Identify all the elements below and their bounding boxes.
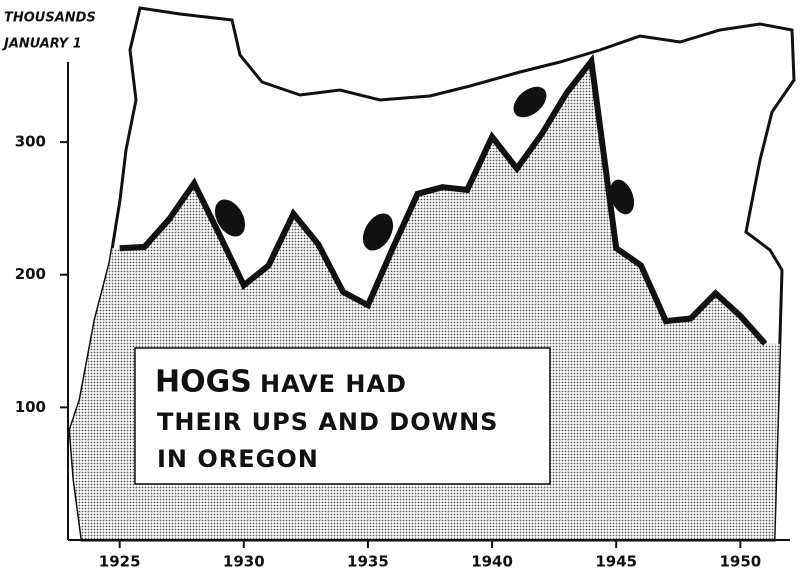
subtitle-line: IN OREGON [157,445,319,473]
chart-title: HOGS [155,365,252,400]
x-tick-label: 1925 [99,553,141,571]
data-line [119,53,768,346]
y-tick-label: 200 [15,265,46,283]
y-tick-label: 300 [15,133,46,151]
hog-icons [214,86,635,251]
x-tick-label: 1935 [347,553,389,571]
x-tick-label: 1940 [471,553,513,571]
x-tick-label: 1945 [595,553,637,571]
y-axis-label: JANUARY 1 [1,37,82,52]
x-tick-label: 1950 [719,553,761,571]
subtitle-line: THEIR UPS AND DOWNS [157,408,498,436]
title-box [134,347,551,485]
y-tick-label: 100 [15,398,46,416]
x-tick-label: 1930 [223,553,265,571]
y-axis-label: THOUSANDS [4,11,96,26]
subtitle-line: HAVE HAD [260,370,407,398]
